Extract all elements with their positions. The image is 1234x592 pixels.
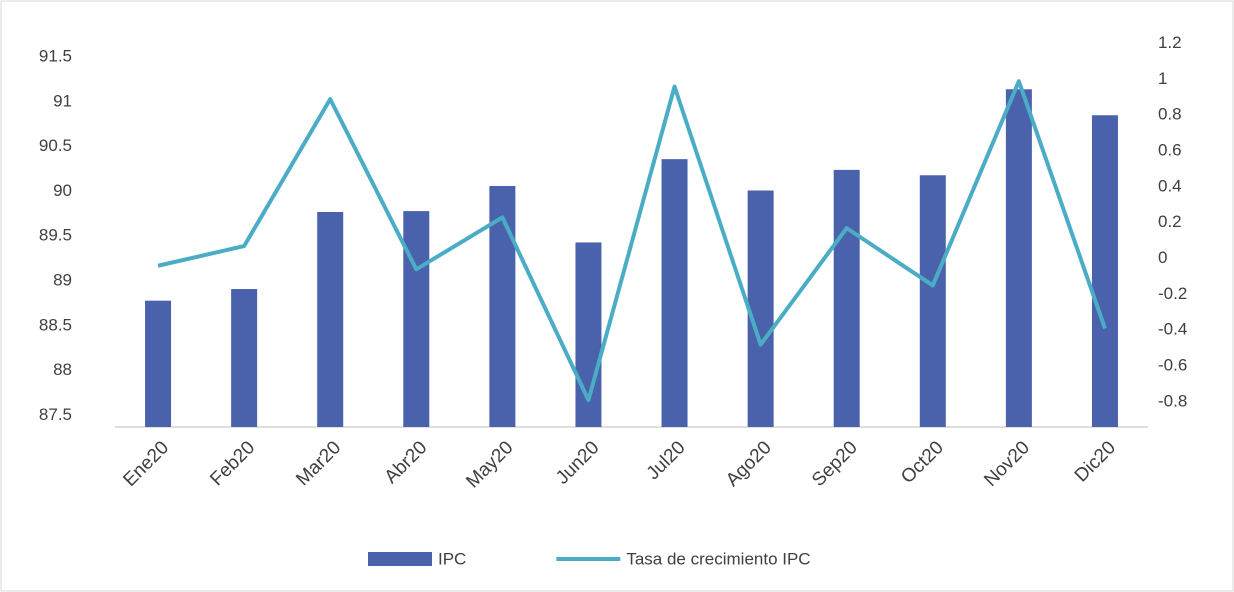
bar <box>1091 115 1118 427</box>
y-tick-label: 88.5 <box>39 315 72 334</box>
bar <box>833 169 860 428</box>
y2-tick-label: -0.4 <box>1158 320 1187 339</box>
bar <box>317 212 344 427</box>
y-tick-label: 89 <box>53 270 72 289</box>
legend-swatch <box>368 552 432 566</box>
y-tick-label: 90.5 <box>39 136 72 155</box>
y2-tick-label: 0.6 <box>1158 141 1182 160</box>
bar <box>403 211 430 427</box>
y2-tick-label: 1.2 <box>1158 33 1182 52</box>
bar <box>661 159 688 428</box>
legend-label: Tasa de crecimiento IPC <box>626 549 810 568</box>
y2-tick-label: 0 <box>1158 248 1167 267</box>
bar <box>489 186 516 427</box>
bar <box>231 289 258 427</box>
line <box>157 79 1107 403</box>
bar <box>1005 89 1032 427</box>
y-tick-label: 90 <box>53 181 72 200</box>
bar <box>747 190 774 427</box>
bar <box>919 175 946 427</box>
y2-tick-label: -0.6 <box>1158 356 1187 375</box>
y-tick-label: 87.5 <box>39 405 72 424</box>
y-tick-label: 91.5 <box>39 47 72 66</box>
bar <box>145 300 172 427</box>
y2-tick-label: 1 <box>1158 69 1167 88</box>
legend-label: IPC <box>438 549 466 568</box>
y-tick-label: 89.5 <box>39 226 72 245</box>
y-tick-label: 88 <box>53 360 72 379</box>
y2-tick-label: -0.8 <box>1158 391 1187 410</box>
y-tick-label: 91 <box>53 91 72 110</box>
y2-tick-label: 0.4 <box>1158 176 1182 195</box>
y2-tick-label: 0.2 <box>1158 212 1182 231</box>
y2-tick-label: 0.8 <box>1158 105 1182 124</box>
y2-tick-label: -0.2 <box>1158 284 1187 303</box>
